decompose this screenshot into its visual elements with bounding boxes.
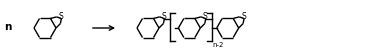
Text: n: n [4,22,11,32]
Text: S: S [203,12,208,21]
Text: S: S [59,12,63,21]
Text: S: S [161,12,166,21]
Text: S: S [241,12,246,21]
Text: n-2: n-2 [213,42,224,48]
